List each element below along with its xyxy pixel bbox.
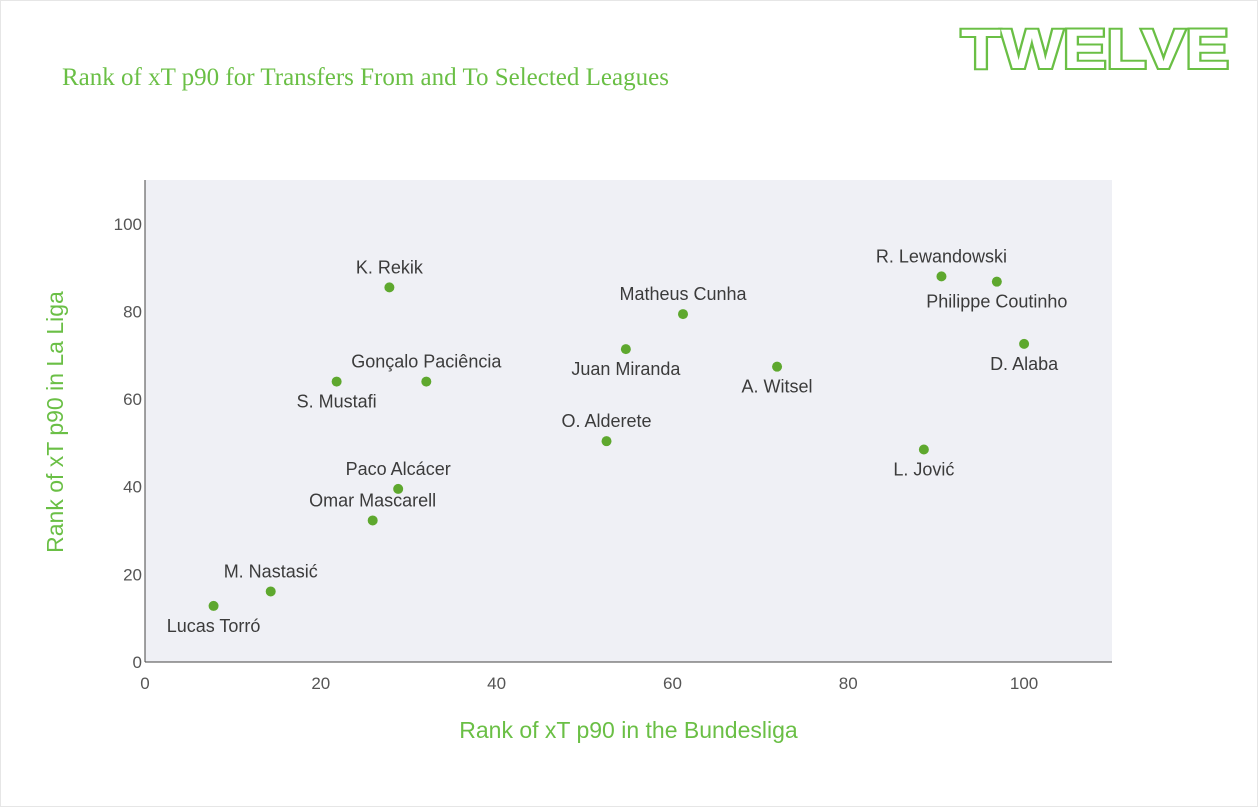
- y-tick-label: 20: [123, 565, 142, 584]
- data-point: [1019, 338, 1030, 349]
- chart-title: Rank of xT p90 for Transfers From and To…: [62, 64, 669, 91]
- data-point: [393, 483, 404, 494]
- y-axis-title: Rank of xT p90 in La Liga: [42, 291, 68, 553]
- data-point: [991, 276, 1002, 287]
- x-tick-label: 20: [311, 674, 330, 693]
- point-label: O. Alderete: [561, 411, 651, 431]
- logo-text: TWELVE: [961, 17, 1229, 78]
- y-tick-label: 40: [123, 478, 142, 497]
- point-label: S. Mustafi: [297, 392, 377, 412]
- y-axis-ticks: 0 20 40 60 80 100: [114, 215, 142, 672]
- data-point: [772, 361, 783, 372]
- x-axis-title: Rank of xT p90 in the Bundesliga: [459, 717, 798, 743]
- data-point: [367, 515, 378, 526]
- data-point: [918, 444, 929, 455]
- x-tick-label: 40: [487, 674, 506, 693]
- y-tick-label: 60: [123, 390, 142, 409]
- point-label: Juan Miranda: [571, 359, 681, 379]
- x-tick-label: 60: [663, 674, 682, 693]
- y-tick-label: 80: [123, 302, 142, 321]
- data-point: [936, 271, 947, 282]
- point-label: Lucas Torró: [167, 616, 261, 636]
- point-label: Philippe Coutinho: [926, 292, 1067, 312]
- y-tick-label: 100: [114, 215, 142, 234]
- data-point: [208, 600, 219, 611]
- point-label: A. Witsel: [742, 377, 813, 397]
- data-point: [384, 282, 395, 293]
- data-point: [421, 376, 432, 387]
- data-point: [265, 586, 276, 597]
- twelve-logo: TWELVE: [959, 15, 1231, 78]
- data-points: K. Rekik Gonçalo Paciência S. Mustafi Paco …: [167, 246, 1068, 636]
- point-label: M. Nastasić: [224, 561, 318, 581]
- point-label: R. Lewandowski: [876, 246, 1007, 266]
- y-tick-label: 0: [133, 653, 142, 672]
- point-label: Omar Mascarell: [309, 490, 436, 510]
- x-axis-ticks: 0 20 40 60 80 100: [140, 674, 1038, 693]
- point-label: Matheus Cunha: [619, 284, 747, 304]
- data-point: [678, 309, 689, 320]
- x-tick-label: 80: [839, 674, 858, 693]
- point-label: D. Alaba: [990, 354, 1059, 374]
- point-label: L. Jović: [893, 459, 954, 479]
- point-label: K. Rekik: [356, 257, 424, 277]
- x-tick-label: 0: [140, 674, 149, 693]
- plot-area: [145, 180, 1112, 662]
- data-point: [620, 344, 631, 355]
- point-label: Gonçalo Paciência: [351, 352, 502, 372]
- data-point: [331, 376, 342, 387]
- data-point: [601, 436, 612, 447]
- point-label: Paco Alcácer: [346, 459, 451, 479]
- x-tick-label: 100: [1010, 674, 1038, 693]
